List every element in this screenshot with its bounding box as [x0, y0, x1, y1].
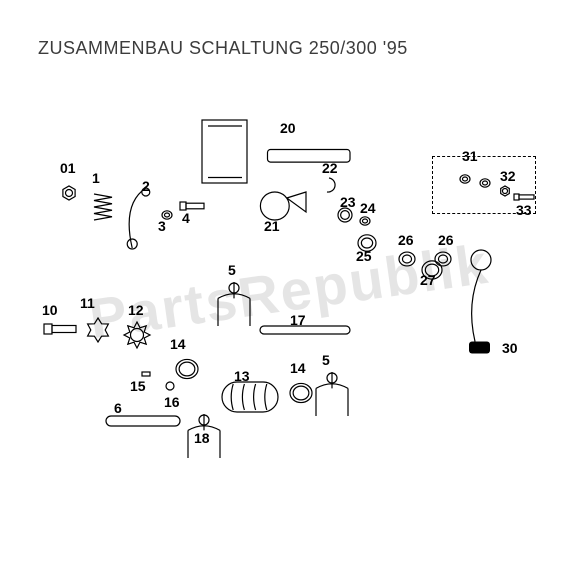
callout-26: 26 [438, 232, 454, 248]
part-lever-2 [120, 186, 158, 250]
part-washer-3 [160, 208, 174, 222]
part-bush-26a [396, 248, 418, 270]
part-bearing-27 [420, 258, 444, 282]
part-ring-14b [288, 380, 314, 406]
callout-14: 14 [290, 360, 306, 376]
part-ring-14a [174, 356, 200, 382]
callout-10: 10 [42, 302, 58, 318]
part-fork-18 [184, 412, 224, 462]
callout-5: 5 [228, 262, 236, 278]
callout-14: 14 [170, 336, 186, 352]
part-fork-5b [312, 370, 352, 420]
part-drum-13 [220, 380, 280, 414]
part-gear-12 [122, 320, 152, 350]
callout-15: 15 [130, 378, 146, 394]
diagram-title: ZUSAMMENBAU SCHALTUNG 250/300 '95 [38, 38, 408, 59]
part-pawl-21 [258, 186, 310, 230]
part-fork-5a [214, 280, 254, 330]
callout-26: 26 [398, 232, 414, 248]
callout-1: 1 [92, 170, 100, 186]
callout-12: 12 [128, 302, 144, 318]
part-oring-16 [164, 380, 176, 392]
part-spring-23 [336, 206, 354, 224]
part-clip-22 [320, 176, 338, 194]
part-rod-17 [258, 324, 352, 336]
part-nut-01 [60, 184, 78, 202]
callout-11: 11 [80, 295, 95, 311]
part-seal-25 [356, 232, 378, 254]
part-pin-15 [140, 370, 152, 378]
part-washer-24 [358, 214, 372, 228]
callout-01: 01 [60, 160, 76, 176]
part-star-11 [84, 316, 112, 344]
callout-16: 16 [164, 394, 180, 410]
assembly-group-box [432, 156, 536, 214]
callout-5: 5 [322, 352, 330, 368]
part-rod-6 [104, 414, 182, 428]
part-bolt-4 [178, 198, 206, 214]
part-pedal-30 [460, 248, 524, 362]
part-spring-1 [92, 192, 114, 222]
part-bolt-10 [42, 320, 78, 338]
